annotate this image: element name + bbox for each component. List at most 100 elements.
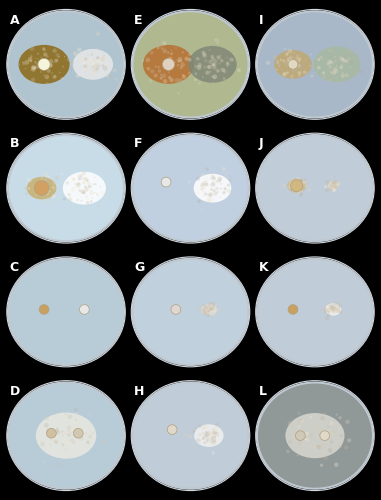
Circle shape bbox=[304, 186, 308, 190]
Circle shape bbox=[327, 432, 329, 436]
Circle shape bbox=[211, 76, 214, 78]
Circle shape bbox=[46, 82, 49, 85]
Circle shape bbox=[209, 50, 211, 51]
Circle shape bbox=[220, 59, 224, 62]
Circle shape bbox=[202, 428, 203, 430]
Circle shape bbox=[298, 184, 302, 189]
Circle shape bbox=[115, 78, 118, 80]
Circle shape bbox=[49, 438, 52, 440]
Circle shape bbox=[40, 71, 42, 73]
Circle shape bbox=[330, 184, 335, 188]
Circle shape bbox=[199, 58, 200, 60]
Circle shape bbox=[327, 429, 330, 432]
Circle shape bbox=[327, 62, 329, 66]
Circle shape bbox=[227, 189, 231, 194]
Circle shape bbox=[314, 72, 316, 74]
Circle shape bbox=[76, 74, 80, 78]
Circle shape bbox=[58, 56, 60, 58]
Circle shape bbox=[54, 413, 57, 415]
Circle shape bbox=[215, 68, 219, 72]
Circle shape bbox=[29, 180, 31, 182]
Circle shape bbox=[94, 192, 95, 193]
Circle shape bbox=[331, 302, 333, 304]
Circle shape bbox=[287, 60, 290, 62]
Circle shape bbox=[297, 180, 300, 184]
Circle shape bbox=[91, 58, 95, 62]
Circle shape bbox=[40, 189, 44, 193]
Circle shape bbox=[48, 68, 49, 69]
Circle shape bbox=[341, 58, 344, 60]
Circle shape bbox=[228, 178, 232, 182]
Circle shape bbox=[194, 78, 197, 81]
Circle shape bbox=[333, 181, 337, 185]
Circle shape bbox=[61, 430, 63, 432]
Circle shape bbox=[298, 420, 301, 423]
Circle shape bbox=[221, 182, 223, 185]
Circle shape bbox=[293, 60, 297, 64]
Circle shape bbox=[348, 52, 351, 55]
Circle shape bbox=[282, 59, 285, 62]
Circle shape bbox=[46, 428, 56, 438]
Circle shape bbox=[296, 182, 299, 185]
Circle shape bbox=[45, 178, 48, 182]
Circle shape bbox=[161, 178, 171, 187]
Circle shape bbox=[204, 308, 206, 310]
Circle shape bbox=[41, 58, 45, 63]
Circle shape bbox=[195, 190, 200, 194]
Circle shape bbox=[282, 72, 283, 74]
Circle shape bbox=[53, 62, 54, 64]
Circle shape bbox=[204, 188, 205, 189]
Circle shape bbox=[330, 184, 335, 188]
Circle shape bbox=[48, 64, 53, 68]
Circle shape bbox=[78, 194, 79, 196]
Circle shape bbox=[210, 188, 213, 190]
Circle shape bbox=[74, 182, 77, 186]
Circle shape bbox=[201, 308, 205, 312]
Circle shape bbox=[332, 71, 336, 75]
Circle shape bbox=[297, 188, 301, 193]
Circle shape bbox=[36, 190, 38, 192]
Circle shape bbox=[37, 192, 38, 194]
Circle shape bbox=[45, 63, 50, 68]
Circle shape bbox=[330, 308, 332, 310]
Circle shape bbox=[215, 38, 219, 43]
Circle shape bbox=[102, 66, 107, 70]
Circle shape bbox=[168, 57, 172, 61]
Circle shape bbox=[338, 445, 342, 448]
Circle shape bbox=[304, 182, 307, 186]
Circle shape bbox=[345, 420, 350, 424]
Circle shape bbox=[69, 430, 72, 434]
Circle shape bbox=[96, 194, 98, 195]
Circle shape bbox=[208, 306, 212, 310]
Circle shape bbox=[340, 434, 343, 438]
Circle shape bbox=[95, 48, 98, 50]
Circle shape bbox=[86, 198, 89, 200]
Circle shape bbox=[275, 68, 278, 70]
Circle shape bbox=[149, 80, 152, 82]
Circle shape bbox=[212, 441, 215, 444]
Circle shape bbox=[331, 61, 333, 63]
Circle shape bbox=[218, 62, 220, 64]
Circle shape bbox=[77, 199, 79, 201]
Circle shape bbox=[97, 56, 99, 59]
Circle shape bbox=[75, 432, 76, 434]
Circle shape bbox=[200, 188, 203, 191]
Circle shape bbox=[209, 306, 213, 311]
Circle shape bbox=[319, 56, 323, 60]
Circle shape bbox=[332, 302, 336, 306]
Circle shape bbox=[90, 53, 93, 56]
Circle shape bbox=[335, 182, 339, 186]
Circle shape bbox=[214, 304, 217, 307]
Circle shape bbox=[297, 64, 301, 68]
Circle shape bbox=[226, 172, 229, 175]
Circle shape bbox=[76, 428, 80, 432]
Circle shape bbox=[96, 64, 101, 68]
Circle shape bbox=[325, 304, 326, 306]
Ellipse shape bbox=[194, 424, 224, 447]
Circle shape bbox=[312, 446, 316, 449]
Circle shape bbox=[220, 68, 221, 70]
Circle shape bbox=[189, 58, 191, 61]
Circle shape bbox=[210, 437, 212, 438]
Circle shape bbox=[215, 306, 216, 308]
Circle shape bbox=[194, 434, 195, 435]
